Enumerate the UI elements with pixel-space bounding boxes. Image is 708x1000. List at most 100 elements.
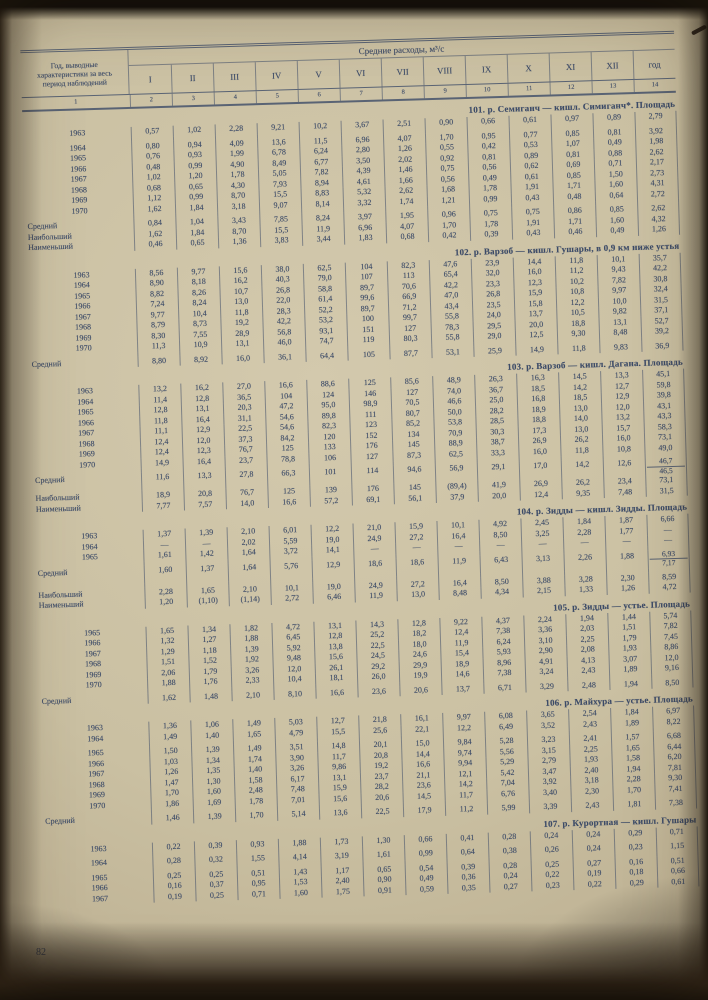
value-cell: 6,93 7,17 xyxy=(647,548,690,569)
row-label: Наименьший xyxy=(28,241,74,253)
value-cell: 0,22 xyxy=(573,878,616,891)
value-cell: 1,81 xyxy=(612,798,656,811)
value-cell: 1,62 xyxy=(147,691,190,704)
value-cell: 1,36 xyxy=(217,236,261,248)
value-cell: 36,9 xyxy=(641,340,684,352)
value-cell: 6,43 xyxy=(479,554,523,574)
value-cell: 57,2 xyxy=(309,495,352,507)
value-cell: 8,80 xyxy=(137,355,180,367)
month-header: II xyxy=(170,63,214,93)
value-cell: 87,7 xyxy=(389,347,432,360)
value-cell: 31,5 xyxy=(645,485,688,497)
value-cell: 0,68 xyxy=(385,231,429,243)
value-cell: 64,4 xyxy=(305,350,348,362)
value-cell: 16,6 xyxy=(267,496,310,509)
value-cell: 105 xyxy=(347,348,390,361)
value-cell: 1,37 xyxy=(185,562,229,583)
value-cell: 2,26 xyxy=(563,551,606,571)
value-cell: 22,5 xyxy=(360,806,404,818)
value-cell: 3,13 xyxy=(521,552,564,573)
value-cell: 8,48 xyxy=(438,587,481,600)
row-label: Средний xyxy=(45,815,76,826)
value-cell: 1,60 xyxy=(143,564,187,584)
value-cell: 1,75 xyxy=(321,885,364,898)
value-cell: 16,6 xyxy=(315,686,358,699)
value-cell: 12,4 xyxy=(519,488,562,501)
column-number: 4 xyxy=(213,91,256,105)
value-cell: 0,27 xyxy=(489,880,532,893)
value-cell: 69,1 xyxy=(351,493,394,506)
value-cell: 0,71 xyxy=(237,888,280,901)
value-cell: 3,39 xyxy=(528,801,572,813)
value-cell: 11,6 xyxy=(140,471,184,491)
value-cell: 20,6 xyxy=(399,684,442,697)
value-cell: 14,2 xyxy=(560,459,604,479)
value-cell: 17,9 xyxy=(402,804,446,817)
month-header: V xyxy=(296,59,340,89)
value-cell: 13,0 xyxy=(396,589,439,601)
value-cell: 0,19 xyxy=(153,890,196,903)
value-cell: 3,83 xyxy=(259,234,303,247)
month-header: VI xyxy=(338,58,382,88)
value-cell: 13,3 xyxy=(182,470,226,490)
column-number: 5 xyxy=(255,89,298,104)
value-cell: 23,6 xyxy=(357,685,400,698)
value-cell: 7,77 xyxy=(141,500,185,512)
month-header: XI xyxy=(548,52,592,82)
river-section: 107. р. Курортная — кишл. Гушары 1963 0,22… xyxy=(43,811,700,906)
value-cell: 0,46 xyxy=(553,226,597,238)
column-number: 12 xyxy=(549,81,592,95)
river-section: 106. р. Майхура — устье. Площадь 1963 1,36… xyxy=(40,690,698,827)
value-cell: 0,23 xyxy=(531,879,574,892)
value-cell: 12,9 xyxy=(311,559,355,579)
value-cell: 53,1 xyxy=(431,346,474,359)
river-section: 101. р. Семиганч — кишл. Симиганч*. Площ… xyxy=(22,96,681,254)
value-cell: 0,46 xyxy=(133,238,177,251)
month-header: XII xyxy=(590,51,634,81)
value-cell: 37,9 xyxy=(435,491,478,504)
value-cell: 1,83 xyxy=(343,232,387,245)
column-number: 9 xyxy=(423,84,466,99)
value-cell: (1,14) xyxy=(228,594,271,606)
corner-cell: Год, выводные характеристики за весь пер… xyxy=(20,49,130,98)
value-cell: 1,64 xyxy=(227,561,271,581)
value-cell: 8,50 xyxy=(651,677,694,689)
value-cell: 0,39 xyxy=(469,228,513,241)
value-cell: 13,7 xyxy=(441,683,484,695)
value-cell: 0,49 xyxy=(595,224,639,237)
value-cell: 1,88 xyxy=(605,550,648,570)
value-cell: 0,35 xyxy=(447,882,490,894)
value-cell: 5,76 xyxy=(269,560,313,580)
month-header: X xyxy=(506,53,550,83)
value-cell: 27,8 xyxy=(224,469,268,489)
value-cell: 14,0 xyxy=(225,497,268,510)
value-cell: 0,65 xyxy=(175,237,219,250)
value-cell: 11,9 xyxy=(354,590,397,603)
value-cell: 0,61 xyxy=(657,875,700,888)
value-cell: 1,48 xyxy=(189,690,232,703)
value-cell: 7,38 xyxy=(654,797,698,810)
river-section: 103. р. Варзоб — кишл. Дагана. Площадь 19… xyxy=(30,354,688,515)
value-cell: 1,70 xyxy=(234,809,278,822)
value-cell: 1,33 xyxy=(564,584,607,596)
value-cell: 4,34 xyxy=(480,586,523,599)
value-cell: 5,99 xyxy=(486,802,530,815)
value-cell: 12,6 xyxy=(602,457,646,478)
column-number: 8 xyxy=(381,86,424,100)
value-cell: 0,29 xyxy=(615,877,658,889)
value-cell: 1,46 xyxy=(151,812,194,825)
value-cell: 94,6 xyxy=(392,464,436,484)
column-number: 3 xyxy=(171,92,214,106)
value-cell: 1,39 xyxy=(192,811,236,823)
value-cell: 7,48 xyxy=(603,486,646,499)
value-cell: 7,57 xyxy=(183,498,227,511)
column-number: 6 xyxy=(297,88,340,102)
row-label: Наименьший xyxy=(35,503,81,514)
value-cell: 2,48 xyxy=(567,679,610,692)
value-cell: 17,0 xyxy=(518,460,562,480)
value-cell: 1,94 xyxy=(609,678,652,690)
column-number: 2 xyxy=(129,93,173,107)
value-cell: 8,92 xyxy=(179,353,222,366)
row-label: Средний xyxy=(41,695,72,706)
value-cell: 11,8 xyxy=(557,342,600,355)
